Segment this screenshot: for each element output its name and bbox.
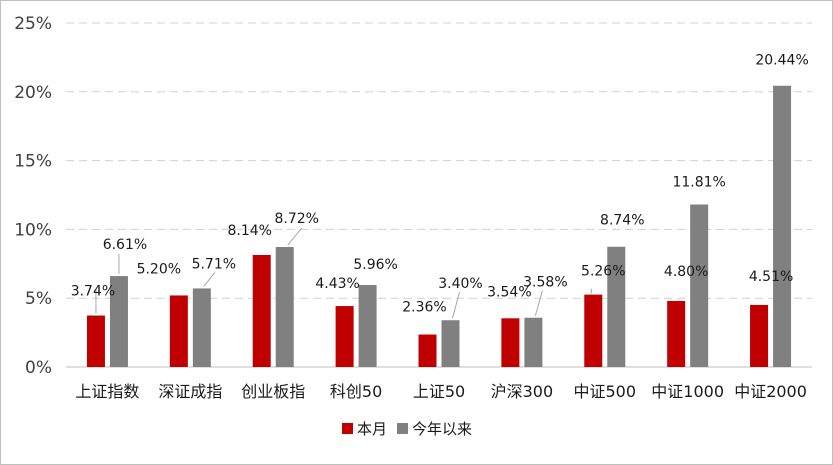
- data-label: 3.58%: [523, 275, 567, 291]
- y-tick-label: 10%: [14, 220, 52, 240]
- bar-year-to-date: [192, 288, 211, 367]
- data-labels: 3.74% 6.61% 5.20% 5.71% 8.14%8.72% 4.43% 5.96%…: [71, 53, 809, 316]
- data-label: 4.80%: [664, 264, 708, 280]
- bar-year-to-date: [441, 320, 460, 367]
- y-axis-ticks: 0% 5% 10% 15% 20% 25%: [14, 14, 52, 378]
- category-label: 上证50: [413, 382, 465, 401]
- category-label: 中证1000: [651, 382, 724, 401]
- bar-this-month: [169, 295, 188, 367]
- category-label: 上证指数: [75, 382, 139, 401]
- bar-year-to-date: [109, 276, 128, 367]
- category-label: 深证成指: [158, 382, 222, 401]
- data-label: 8.14%: [227, 223, 271, 239]
- legend-swatch: [342, 423, 353, 434]
- bar-this-month: [750, 304, 769, 367]
- bars: [86, 85, 792, 367]
- legend-label: 今年以来: [412, 420, 472, 438]
- data-label: 2.36%: [402, 300, 446, 316]
- label-leader-lines: [95, 227, 592, 319]
- data-label: 5.96%: [353, 257, 397, 273]
- data-label: 8.74%: [600, 213, 644, 229]
- category-label: 沪深300: [491, 382, 554, 401]
- bar-year-to-date: [275, 247, 294, 367]
- y-tick-label: 5%: [25, 289, 52, 309]
- y-tick-label: 15%: [14, 152, 52, 172]
- leader-line: [452, 292, 460, 319]
- data-label: 5.26%: [581, 264, 625, 280]
- y-tick-label: 20%: [14, 83, 52, 103]
- bar-year-to-date: [607, 246, 626, 367]
- data-label: 3.54%: [487, 284, 531, 300]
- bar-this-month: [335, 306, 354, 367]
- leader-line: [534, 290, 543, 316]
- legend-swatch: [397, 423, 408, 434]
- bar-year-to-date: [773, 85, 792, 367]
- category-label: 中证500: [574, 382, 637, 401]
- legend-label: 本月: [357, 420, 387, 438]
- y-tick-label: 0%: [25, 358, 52, 378]
- gridlines: [66, 22, 812, 368]
- data-label: 20.44%: [755, 53, 808, 69]
- data-label: 5.20%: [137, 261, 181, 277]
- legend: 本月 今年以来: [342, 420, 472, 438]
- category-label: 中证2000: [734, 382, 807, 401]
- data-label: 5.71%: [192, 256, 236, 272]
- data-label: 8.72%: [274, 211, 318, 227]
- bar-this-month: [252, 254, 271, 367]
- data-label: 4.43%: [315, 276, 359, 292]
- data-label: 3.40%: [438, 276, 482, 292]
- y-tick-label: 25%: [14, 14, 52, 34]
- bar-this-month: [86, 315, 105, 367]
- data-label: 6.61%: [103, 237, 147, 253]
- data-label: 11.81%: [672, 174, 725, 190]
- data-label: 3.74%: [71, 284, 115, 300]
- data-label: 4.51%: [749, 269, 793, 285]
- category-label: 科创50: [330, 382, 382, 401]
- bar-this-month: [501, 318, 520, 367]
- leader-line: [287, 227, 303, 246]
- bar-year-to-date: [358, 284, 377, 367]
- bar-this-month: [584, 294, 603, 367]
- bar-year-to-date: [524, 317, 543, 367]
- bar-this-month: [418, 334, 437, 367]
- bar-year-to-date: [690, 204, 709, 367]
- category-labels: 上证指数 深证成指 创业板指 科创50 上证50 沪深300 中证500 中证1000 中证20…: [75, 382, 806, 401]
- category-label: 创业板指: [241, 382, 305, 401]
- bar-this-month: [667, 300, 686, 367]
- leader-line: [203, 272, 216, 287]
